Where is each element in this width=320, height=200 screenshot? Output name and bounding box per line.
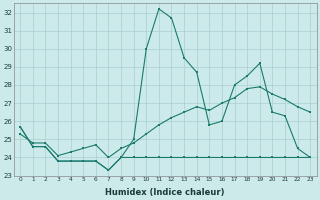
X-axis label: Humidex (Indice chaleur): Humidex (Indice chaleur) xyxy=(106,188,225,197)
